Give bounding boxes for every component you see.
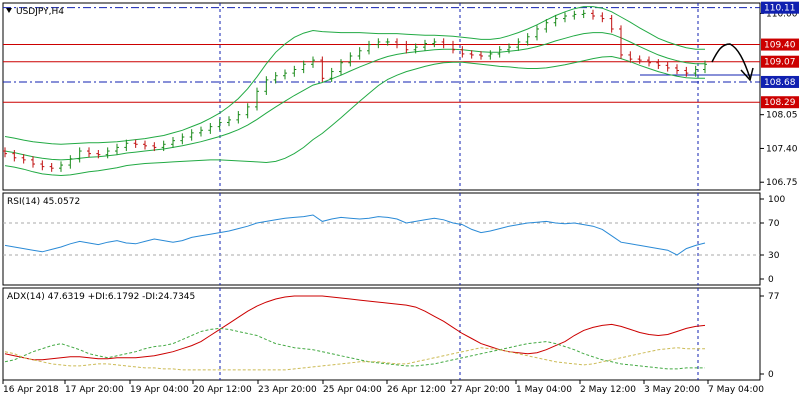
price-tag <box>761 75 799 88</box>
dropdown-triangle-icon[interactable] <box>6 8 12 13</box>
rsi-panel[interactable]: 0 30 70 100 RSI(14) 45.0572 <box>2 192 785 286</box>
y-tick-label: 77 <box>768 292 779 302</box>
price-tag-label: 109.40 <box>764 41 796 51</box>
y-tick-label: 30 <box>768 251 780 261</box>
x-tick-label: 26 Apr 12:00 <box>387 385 446 395</box>
price-tag-label: 110.11 <box>764 4 796 14</box>
price-tag-label: 109.07 <box>764 58 796 68</box>
y-tick-label: 107.40 <box>766 144 798 154</box>
x-tick-label: 19 Apr 04:00 <box>130 385 189 395</box>
price-tag <box>761 55 799 68</box>
y-tick-label: 110.00 <box>766 9 798 19</box>
x-tick-label: 17 Apr 20:00 <box>65 385 124 395</box>
rsi-title: RSI(14) 45.0572 <box>7 197 80 207</box>
forecast-arrow-icon <box>711 43 754 82</box>
adx-panel[interactable]: 0 77 ADX(14) 47.6319 +DI:6.1792 -DI:24.73… <box>2 287 779 381</box>
y-tick-label: 106.75 <box>766 178 798 188</box>
y-tick-label: 0 <box>768 275 774 285</box>
price-tag-label: 108.68 <box>764 78 796 88</box>
price-panel[interactable]: 106.75 107.40 108.05 110.00 110.11 109.40 109… <box>2 1 799 191</box>
x-tick-label: 27 Apr 20:00 <box>451 385 510 395</box>
bollinger-middle <box>4 32 705 161</box>
y-tick-label: 70 <box>768 219 780 229</box>
price-tag-label: 108.29 <box>764 98 796 108</box>
price-tag <box>761 96 799 109</box>
y-tick-label: 0 <box>768 370 774 380</box>
adx-line <box>4 295 706 361</box>
x-tick-label: 23 Apr 20:00 <box>258 385 317 395</box>
time-axis: 16 Apr 2018 17 Apr 20:00 19 Apr 04:00 20 Ap… <box>2 380 764 395</box>
bollinger-lower <box>4 55 705 177</box>
x-tick-label: 7 May 04:00 <box>708 385 764 395</box>
title-group: USDJPY,H4 <box>6 7 64 17</box>
y-tick-label: 108.05 <box>766 111 798 121</box>
x-tick-label: 25 Apr 04:00 <box>323 385 382 395</box>
symbol-title: USDJPY,H4 <box>16 7 64 17</box>
x-tick-label: 1 May 04:00 <box>516 385 572 395</box>
x-tick-label: 2 May 12:00 <box>580 385 636 395</box>
y-tick-label: 100 <box>768 195 785 205</box>
price-tag <box>761 38 799 51</box>
bollinger-upper <box>4 6 705 145</box>
x-tick-label: 20 Apr 12:00 <box>193 385 252 395</box>
plus-di-line <box>4 327 705 370</box>
price-tag <box>761 1 799 14</box>
rsi-line <box>4 214 706 256</box>
x-tick-label: 3 May 20:00 <box>644 385 700 395</box>
minus-di-line <box>4 347 705 371</box>
adx-title: ADX(14) 47.6319 +DI:6.1792 -DI:24.7345 <box>7 292 195 302</box>
x-tick-label: 16 Apr 2018 <box>3 385 59 395</box>
